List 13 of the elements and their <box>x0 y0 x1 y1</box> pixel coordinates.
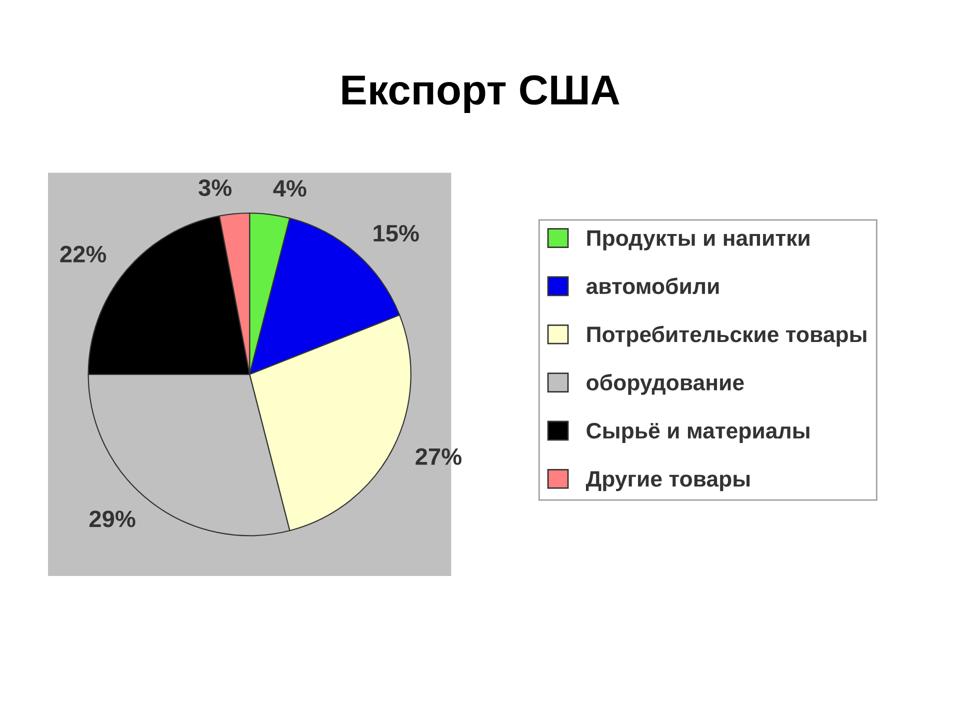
data-label: 15% <box>374 224 419 242</box>
legend-label: автомобили <box>586 278 719 294</box>
data-label: 4% <box>273 180 306 197</box>
data-label: 3% <box>198 179 232 196</box>
legend-label: Продукты и напитки <box>587 230 810 250</box>
legend-label: Другие товары <box>586 471 750 492</box>
legend-label: оборудование <box>586 374 744 395</box>
chart-title: Експорт США <box>342 75 620 114</box>
legend-label: Сырьё и материалы <box>586 422 810 443</box>
data-label: 22% <box>60 246 106 262</box>
data-label: 27% <box>416 448 462 465</box>
legend-label: Потребительские товары <box>587 326 866 347</box>
data-label: 29% <box>89 510 136 528</box>
